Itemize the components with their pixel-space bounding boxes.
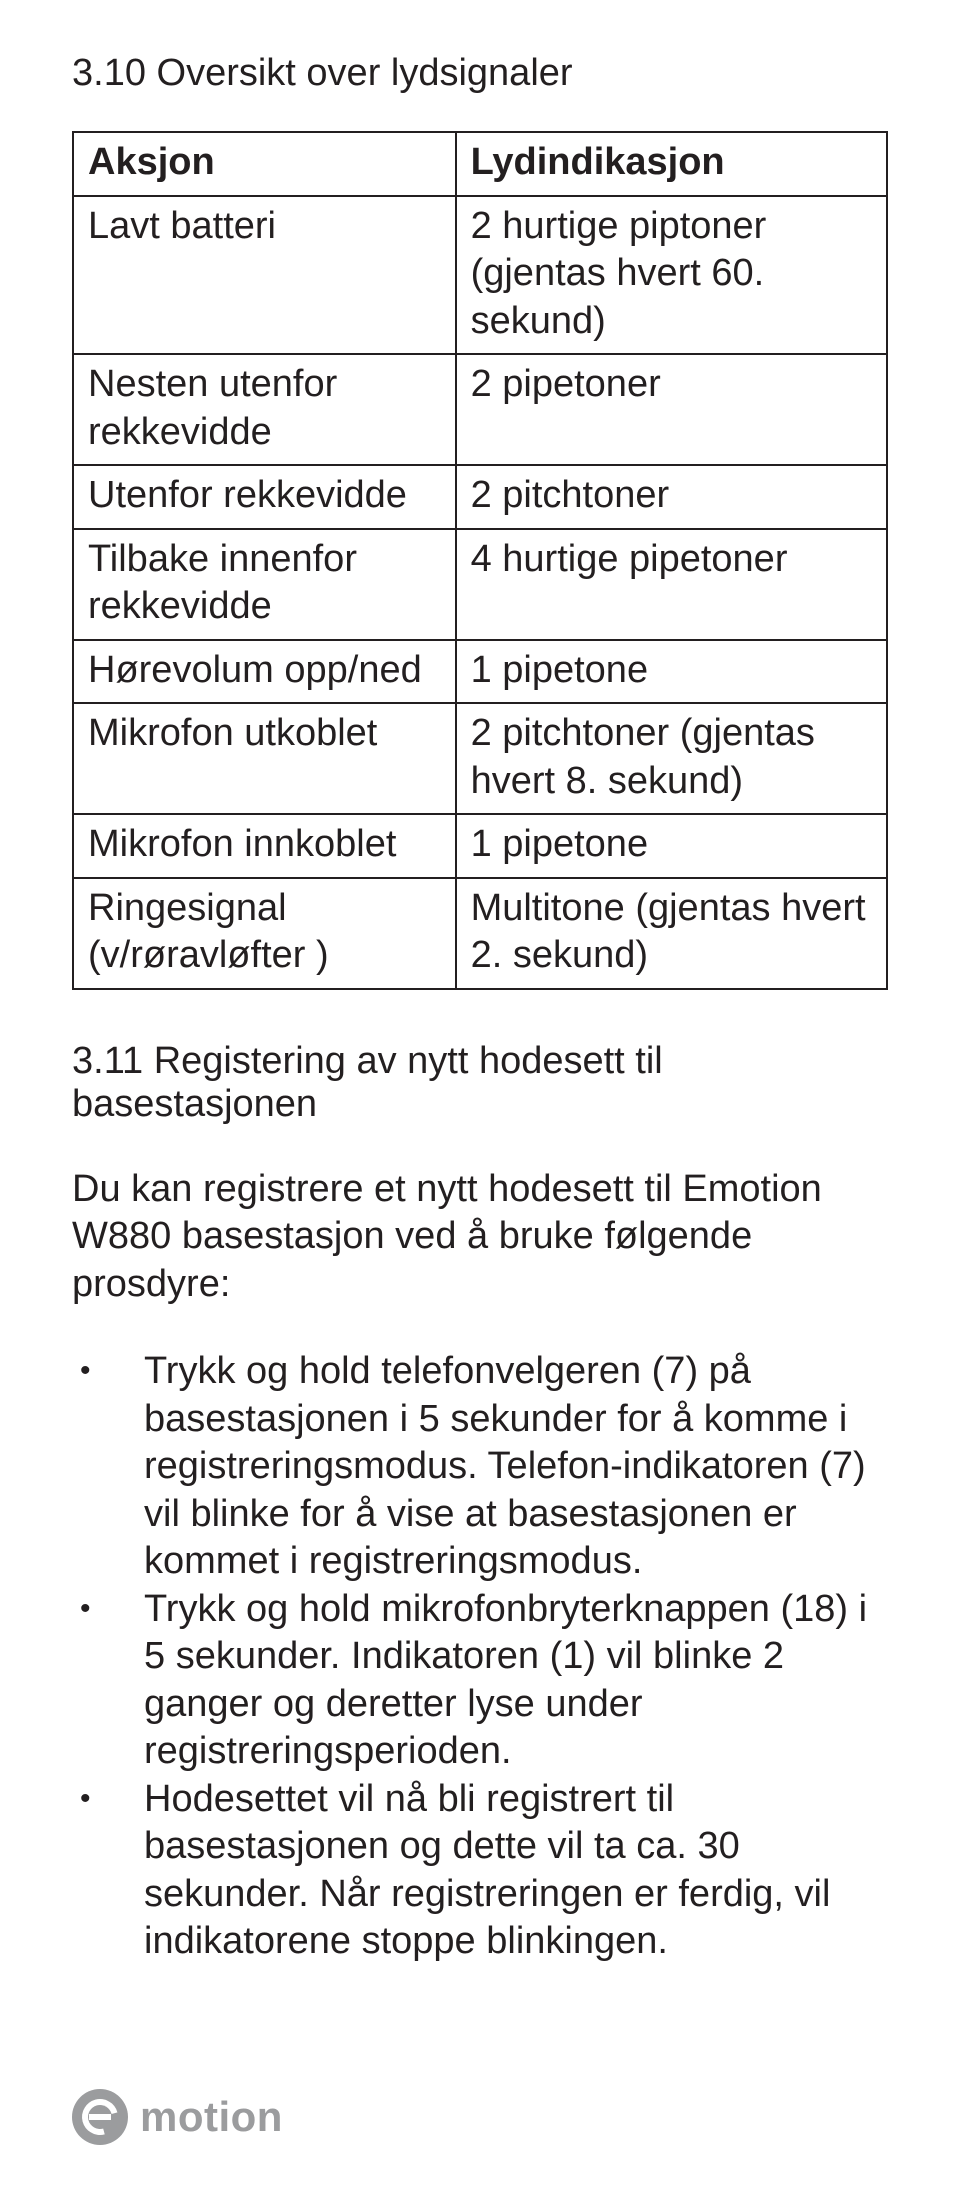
table-cell-sound: 2 pipetoner: [456, 354, 887, 465]
table-header-row: Aksjon Lydindikasjon: [73, 132, 887, 196]
emotion-logo-text: motion: [140, 2093, 283, 2141]
table-cell-sound: 1 pipetone: [456, 640, 887, 704]
table-row: Utenfor rekkevidde 2 pitchtoner: [73, 465, 887, 529]
table-cell-action: Tilbake innenfor rekkevidde: [73, 529, 456, 640]
table-cell-action: Mikrofon innkoblet: [73, 814, 456, 878]
list-item: Trykk og hold mikrofonbryterknappen (18)…: [72, 1586, 888, 1776]
table-row: Mikrofon innkoblet 1 pipetone: [73, 814, 887, 878]
table-cell-sound: Multitone (gjentas hvert 2. sekund): [456, 878, 887, 989]
table-row: Ringesignal (v/røravløfter ) Multitone (…: [73, 878, 887, 989]
table-header-sound: Lydindikasjon: [456, 132, 887, 196]
list-item: Hodesettet vil nå bli registrert til bas…: [72, 1776, 888, 1966]
section-311-intro: Du kan registrere et nytt hodesett til E…: [72, 1166, 888, 1309]
table-cell-action: Nesten utenfor rekkevidde: [73, 354, 456, 465]
procedure-list: Trykk og hold telefonvelgeren (7) på bas…: [72, 1348, 888, 1966]
table-header-action: Aksjon: [73, 132, 456, 196]
table-cell-sound: 2 pitchtoner (gjentas hvert 8. sekund): [456, 703, 887, 814]
section-310-heading: 3.10 Oversikt over lydsignaler: [72, 52, 888, 95]
table-row: Nesten utenfor rekkevidde 2 pipetoner: [73, 354, 887, 465]
document-page: 3.10 Oversikt over lydsignaler Aksjon Ly…: [0, 0, 960, 2193]
table-cell-action: Utenfor rekkevidde: [73, 465, 456, 529]
emotion-logo-icon: [72, 2089, 128, 2145]
table-row: Lavt batteri 2 hurtige piptoner (gjentas…: [73, 196, 887, 355]
table-cell-action: Mikrofon utkoblet: [73, 703, 456, 814]
table-cell-sound: 2 pitchtoner: [456, 465, 887, 529]
table-row: Hørevolum opp/ned 1 pipetone: [73, 640, 887, 704]
table-cell-action: Lavt batteri: [73, 196, 456, 355]
footer-logo: motion: [72, 2089, 283, 2145]
table-cell-sound: 4 hurtige pipetoner: [456, 529, 887, 640]
table-row: Tilbake innenfor rekkevidde 4 hurtige pi…: [73, 529, 887, 640]
signal-table: Aksjon Lydindikasjon Lavt batteri 2 hurt…: [72, 131, 888, 990]
section-311-heading: 3.11 Registering av nytt hodesett til ba…: [72, 1040, 888, 1126]
list-item: Trykk og hold telefonvelgeren (7) på bas…: [72, 1348, 888, 1586]
table-row: Mikrofon utkoblet 2 pitchtoner (gjentas …: [73, 703, 887, 814]
table-cell-action: Ringesignal (v/røravløfter ): [73, 878, 456, 989]
table-cell-sound: 2 hurtige piptoner (gjentas hvert 60. se…: [456, 196, 887, 355]
table-cell-action: Hørevolum opp/ned: [73, 640, 456, 704]
table-cell-sound: 1 pipetone: [456, 814, 887, 878]
